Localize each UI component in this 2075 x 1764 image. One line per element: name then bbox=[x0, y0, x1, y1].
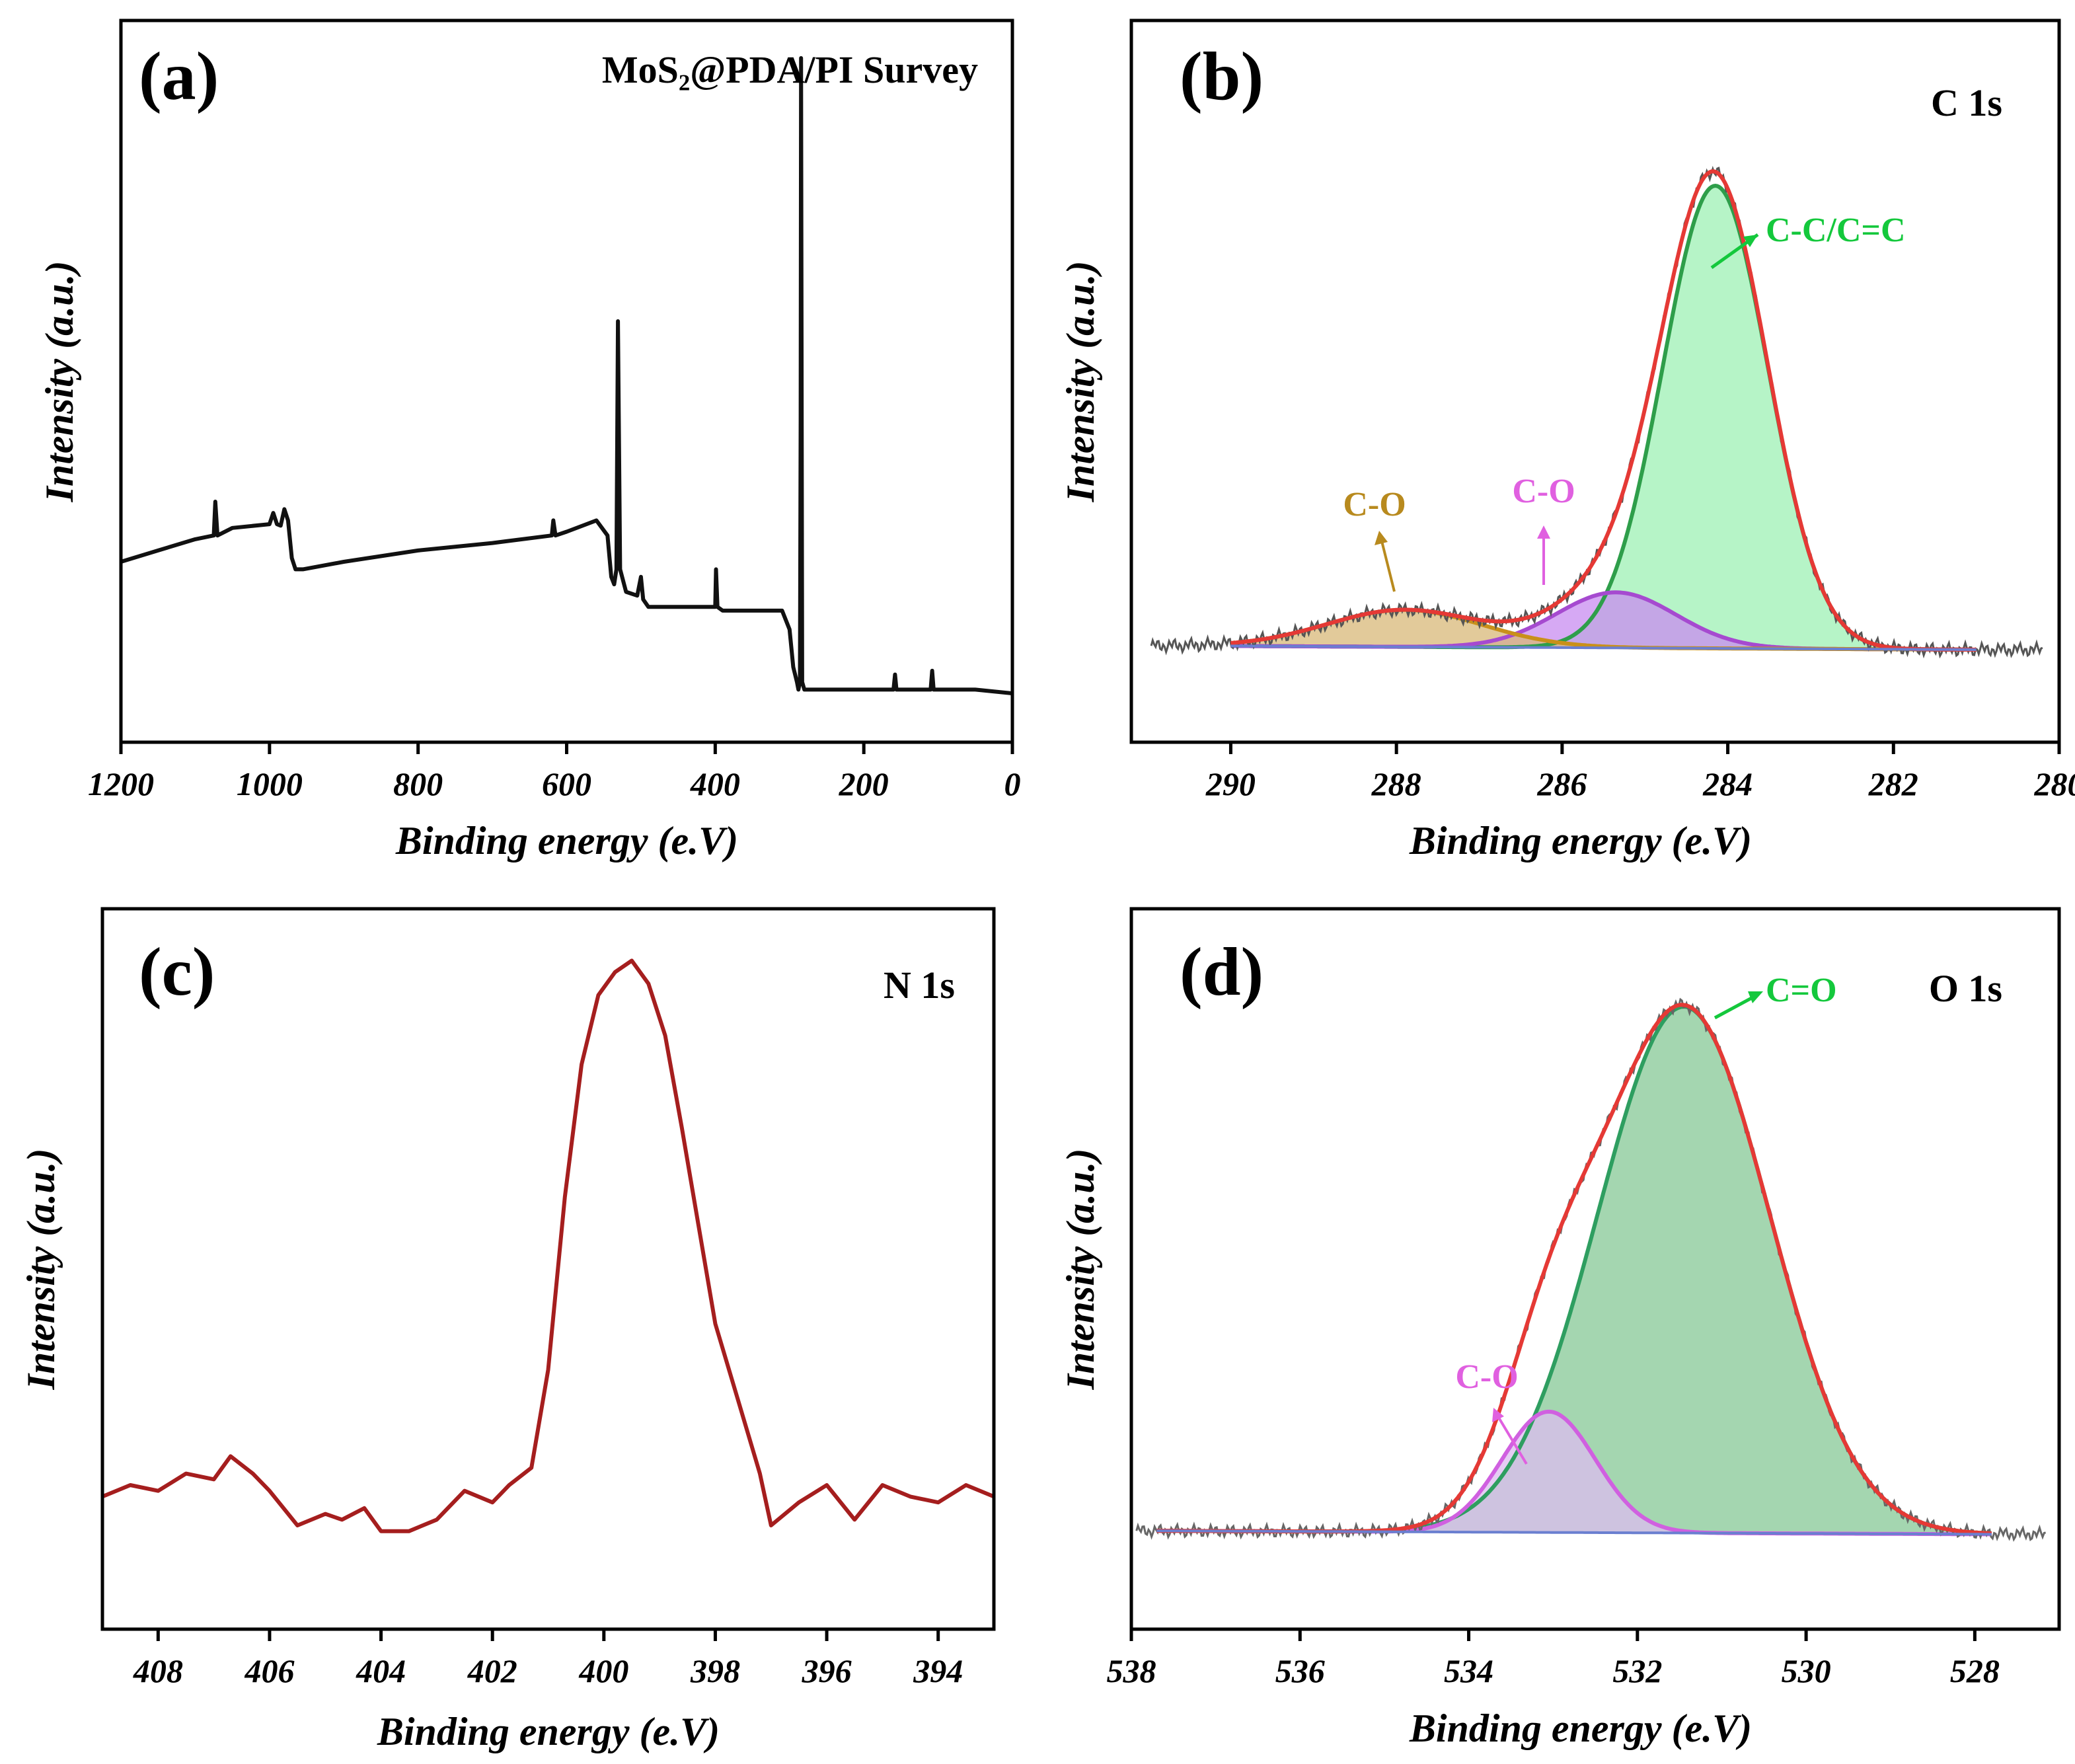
panel-a-frame bbox=[119, 19, 1014, 744]
series-line-survey bbox=[120, 56, 1013, 696]
x-tick-label: 600 bbox=[542, 765, 591, 802]
peak-line-0 bbox=[1230, 183, 1977, 652]
panel-b-frame bbox=[1129, 19, 2061, 744]
x-tick-label: 1200 bbox=[88, 765, 154, 802]
x-tick-label: 536 bbox=[1275, 1652, 1325, 1689]
x-tick-label: 800 bbox=[393, 765, 443, 802]
panel-c-frame bbox=[100, 907, 996, 1631]
annotation-co-pink-text: C-O bbox=[1512, 473, 1575, 510]
panel-c-xlabel: Binding energy (e.V) bbox=[377, 1710, 720, 1753]
panel-b-title: C 1s bbox=[1931, 81, 2002, 124]
panel-c-ylabel: Intensity (a.u.) bbox=[19, 1148, 63, 1390]
peak-fill-1 bbox=[1156, 1411, 1992, 1535]
x-tick-label: 406 bbox=[244, 1652, 294, 1689]
panel-d-ylabel: Intensity (a.u.) bbox=[1059, 1148, 1102, 1390]
annotation-cc: C-C/C=C bbox=[1710, 211, 1906, 270]
peak-fill-2 bbox=[1230, 609, 1977, 650]
annotation-co-gold-arrow bbox=[1380, 538, 1396, 592]
panel-a-title: MoS₂@PDA/PI Survey bbox=[602, 48, 978, 91]
x-tick-label: 532 bbox=[1612, 1652, 1662, 1689]
panel-d-xlabel: Binding energy (e.V) bbox=[1409, 1706, 1752, 1750]
x-tick-label: 400 bbox=[578, 1652, 628, 1689]
x-tick-label: 400 bbox=[690, 765, 740, 802]
x-tick-label: 530 bbox=[1782, 1652, 1831, 1689]
x-tick-label: 200 bbox=[839, 765, 889, 802]
panel-a-survey: 1200 1000 800 600 400 200 0 (a) MoS₂@PDA/PI Su… bbox=[38, 19, 1021, 863]
fit-baseline-line bbox=[1156, 1529, 1992, 1536]
annotation-cc-text: C-C/C=C bbox=[1766, 211, 1906, 249]
x-tick-label: 282 bbox=[1868, 765, 1918, 802]
annotation-co-d: C-O bbox=[1455, 1358, 1528, 1465]
panel-c-n1s: 408 406 404 402 400 398 396 394 (c) N 1s Bindin… bbox=[19, 907, 996, 1753]
x-tick-label: 286 bbox=[1536, 765, 1587, 802]
series-line-n-1s bbox=[101, 958, 995, 1533]
panel-a-ylabel: Intensity (a.u.) bbox=[38, 260, 81, 502]
x-tick-label: 404 bbox=[356, 1652, 406, 1689]
annotation-co-double: C=O bbox=[1714, 972, 1837, 1020]
panel-c-label: (c) bbox=[139, 934, 215, 1010]
panel-b-ylabel: Intensity (a.u.) bbox=[1059, 260, 1102, 502]
panel-b-label: (b) bbox=[1180, 38, 1264, 114]
annotation-cc-arrowhead bbox=[1743, 235, 1758, 247]
x-tick-label: 398 bbox=[690, 1652, 740, 1689]
annotation-co-pink-arrowhead bbox=[1537, 525, 1550, 539]
x-tick-label: 288 bbox=[1371, 765, 1421, 802]
x-tick-label: 0 bbox=[1004, 765, 1021, 802]
peak-fill-1 bbox=[1230, 592, 1977, 650]
annotation-co-gold-text: C-O bbox=[1343, 486, 1406, 523]
x-tick-label: 402 bbox=[467, 1652, 517, 1689]
annotation-co-d-arrowhead bbox=[1492, 1408, 1504, 1422]
x-tick-label: 396 bbox=[802, 1652, 852, 1689]
panel-b-c1s: 290288286284282280 (b) C 1s C-C/C=C C-O … bbox=[1059, 19, 2075, 863]
panel-b-xlabel: Binding energy (e.V) bbox=[1409, 819, 1752, 863]
annotation-co-gold-arrowhead bbox=[1375, 531, 1388, 545]
panel-d-o1s: 538 536 534 532 530 528 (d) O 1s C=O C-O Bind… bbox=[1059, 907, 2061, 1750]
panel-d-frame bbox=[1129, 907, 2061, 1631]
panel-d-title: O 1s bbox=[1929, 967, 2002, 1010]
annotation-co-double-arrowhead bbox=[1748, 991, 1763, 1003]
panel-d-label: (d) bbox=[1180, 934, 1264, 1010]
annotation-co-double-arrow bbox=[1714, 993, 1759, 1020]
fit-envelope-line bbox=[1230, 169, 1977, 652]
x-tick-label: 284 bbox=[1702, 765, 1753, 802]
x-tick-label: 534 bbox=[1444, 1652, 1493, 1689]
annotation-co-double-text: C=O bbox=[1766, 972, 1837, 1009]
annotation-co-gold: C-O bbox=[1343, 486, 1406, 592]
x-tick-label: 280 bbox=[2034, 765, 2075, 802]
annotation-co-d-arrow bbox=[1495, 1413, 1528, 1465]
panel-c-title: N 1s bbox=[884, 964, 955, 1007]
peak-fill-0 bbox=[1230, 186, 1977, 650]
fit-baseline-line bbox=[1230, 644, 1977, 651]
x-tick-label: 538 bbox=[1107, 1652, 1156, 1689]
panel-a-xlabel: Binding energy (e.V) bbox=[395, 819, 738, 863]
annotation-co-d-text: C-O bbox=[1455, 1358, 1518, 1396]
panel-a-label: (a) bbox=[139, 38, 219, 114]
annotation-co-pink: C-O bbox=[1512, 473, 1575, 585]
raw-data-line bbox=[1150, 165, 2043, 659]
x-tick-label: 528 bbox=[1950, 1652, 2000, 1689]
x-tick-label: 394 bbox=[913, 1652, 963, 1689]
x-tick-label: 1000 bbox=[237, 765, 303, 802]
x-tick-label: 408 bbox=[133, 1652, 183, 1689]
x-tick-label: 290 bbox=[1205, 765, 1256, 802]
raw-data-line bbox=[1135, 997, 2047, 1542]
peak-fill-0 bbox=[1156, 1007, 1992, 1535]
